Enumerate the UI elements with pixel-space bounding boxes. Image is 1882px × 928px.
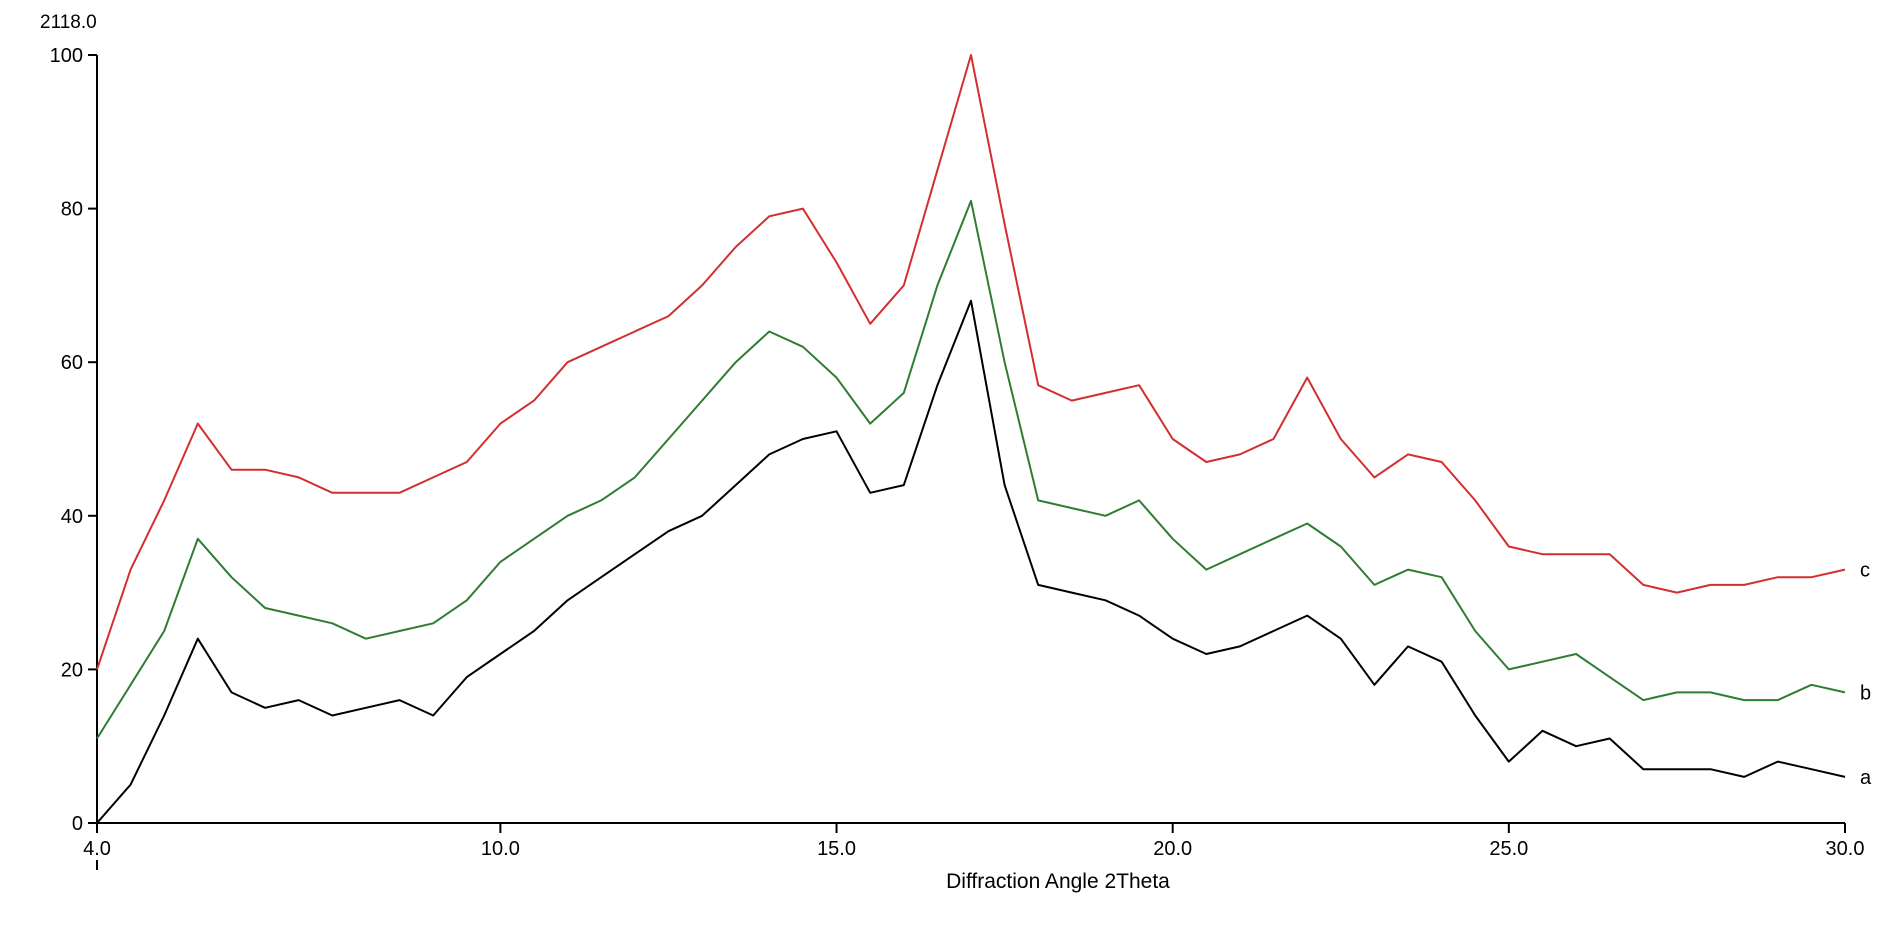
series-label-b: b <box>1860 682 1871 704</box>
y-tick-label: 100 <box>50 45 83 67</box>
y-tick-label: 20 <box>61 659 83 681</box>
x-tick-label: 15.0 <box>817 838 856 860</box>
series-group <box>96 54 1846 824</box>
x-tick-label: 30.0 <box>1826 838 1865 860</box>
corner-value-label: 2118.0 <box>40 12 97 33</box>
x-tick-label: 20.0 <box>1153 838 1192 860</box>
x-tick-label: 25.0 <box>1489 838 1528 860</box>
x-tick-label: 10.0 <box>481 838 520 860</box>
axes: 0 20 40 60 80 100 4.0 10.0 15.0 20.0 25.0 30.0 <box>50 45 1865 870</box>
y-tick-label: 80 <box>61 199 83 221</box>
series-label-a: a <box>1860 767 1872 789</box>
series-label-c: c <box>1860 560 1870 582</box>
y-tick-label: 40 <box>61 506 83 528</box>
y-tick-label: 0 <box>72 813 83 835</box>
series-line-b <box>96 199 1846 740</box>
y-tick-label: 60 <box>61 352 83 374</box>
x-tick-label: 4.0 <box>83 838 111 860</box>
series-labels: a b c <box>1860 560 1872 789</box>
series-line-c <box>96 54 1846 670</box>
series-line-a <box>96 299 1846 824</box>
x-axis-title: Diffraction Angle 2Theta <box>946 870 1170 893</box>
